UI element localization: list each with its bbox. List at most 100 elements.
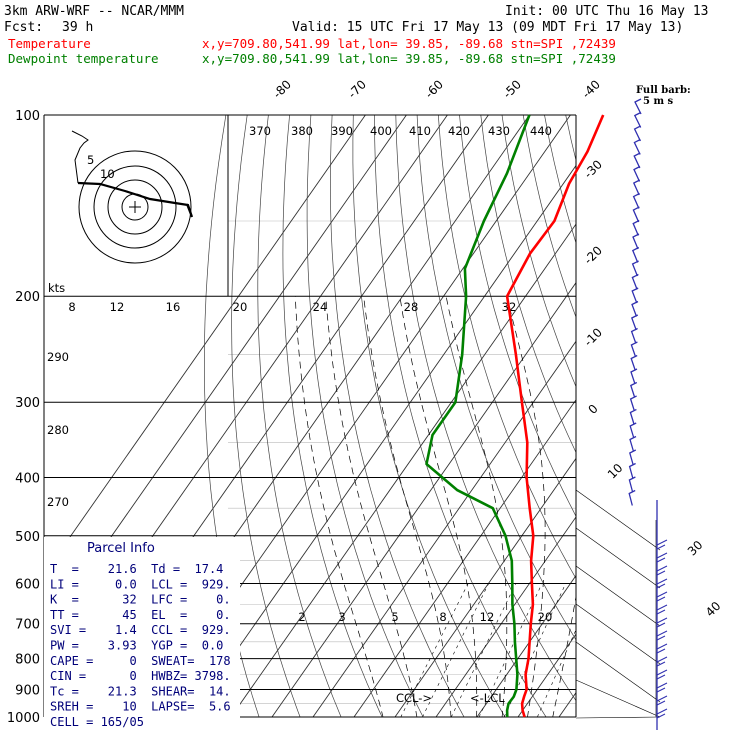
wind-barb: [656, 669, 668, 680]
parcel-info-row: K = 32 LFC = 0.: [50, 593, 231, 607]
wind-barb: [633, 165, 641, 182]
isotherm-label: -80: [270, 77, 294, 101]
wind-barb: [632, 219, 640, 236]
wind-barb: [656, 682, 668, 693]
wind-barb: [631, 260, 639, 277]
wind-barb: [656, 695, 668, 706]
wind-barb: [631, 287, 639, 304]
forecast-hours: 39 h: [62, 20, 93, 35]
wind-barb: [656, 708, 668, 719]
mixing-ratio-label: 5: [391, 610, 398, 624]
parcel-info-row: TT = 45 EL = 0.: [50, 608, 231, 622]
isotherm-label: 30: [685, 538, 706, 559]
hodograph-speed-label: 12: [110, 300, 125, 314]
hodograph-speed-label: 16: [166, 300, 181, 314]
pressure-label-1000: 1000: [7, 711, 40, 726]
wind-barb: [630, 314, 639, 331]
isotherm-label: 10: [605, 461, 626, 482]
wind-barb: [656, 578, 668, 589]
mixing-ratio-label: 3: [338, 610, 345, 624]
theta-label: 390: [331, 124, 353, 138]
isotherm-label: -70: [345, 77, 369, 101]
wind-barb: [630, 354, 638, 371]
wind-barb: [631, 246, 640, 263]
height-label: 290: [47, 350, 69, 364]
parcel-info-title: Parcel Info: [87, 541, 155, 556]
wind-barb: [632, 233, 640, 250]
pressure-label-600: 600: [15, 577, 40, 592]
isotherm-label: -30: [581, 157, 605, 181]
theta-label: 420: [448, 124, 470, 138]
isotherm-label: 0: [586, 402, 601, 417]
wind-legend-value: 5 m s: [643, 96, 674, 107]
init-time: Init: 00 UTC Thu 16 May 13: [505, 4, 709, 19]
wind-legend-label: Full barb:: [636, 85, 691, 96]
isotherm-label: 40: [703, 599, 724, 620]
wind-barb: [630, 327, 638, 344]
hodograph-speed-label: 28: [404, 300, 419, 314]
temperature-legend: Temperature: [8, 36, 91, 51]
pressure-label-900: 900: [15, 683, 40, 698]
wind-barb: [628, 489, 636, 506]
wind-barb: [656, 643, 668, 654]
ccl-label: CCL->: [396, 691, 432, 705]
isotherm-label: -60: [422, 77, 446, 101]
pressure-label-200: 200: [15, 290, 40, 305]
height-label: 270: [47, 495, 69, 509]
wind-barb: [629, 449, 637, 466]
wind-barb: [633, 138, 641, 155]
hodograph-ring: [78, 150, 192, 264]
isotherm-label: -20: [581, 243, 605, 267]
theta-label: 410: [409, 124, 431, 138]
dewpoint-profile: [425, 114, 531, 718]
wind-barb: [632, 192, 640, 209]
wind-barb: [656, 565, 668, 576]
lcl-label: <-LCL: [470, 691, 505, 705]
mixing-ratio-label: 2: [298, 610, 305, 624]
wind-barb: [656, 604, 668, 615]
wind-barb: [629, 395, 637, 412]
height-label: 280: [47, 423, 69, 437]
hodograph-ring: [107, 179, 163, 235]
wind-barb: [656, 656, 668, 667]
dewpoint-location: x,y=709.80,541.99 lat,lon= 39.85, -89.68…: [202, 51, 616, 66]
pressure-label-100: 100: [15, 109, 40, 124]
forecast-label: Fcst:: [4, 20, 43, 35]
mixing-ratio-label: 12: [480, 610, 495, 624]
wind-barb: [656, 552, 668, 563]
parcel-info-row: LI = 0.0 LCL = 929.: [50, 577, 231, 591]
temperature-location: x,y=709.80,541.99 lat,lon= 39.85, -89.68…: [202, 36, 616, 51]
wind-barb: [633, 125, 641, 142]
wind-barb: [628, 476, 636, 493]
pressure-label-800: 800: [15, 653, 40, 668]
parcel-info-row: CIN = 0 HWBZ= 3798.: [50, 669, 231, 683]
wind-barb: [628, 462, 636, 479]
pressure-label-700: 700: [15, 618, 40, 633]
mixing-ratio-label: 8: [439, 610, 446, 624]
wind-barb: [629, 435, 637, 452]
hodograph-speed-label: 8: [68, 300, 75, 314]
wind-barb: [656, 591, 668, 602]
mixing-ratio-label: 20: [538, 610, 553, 624]
wind-barb: [631, 273, 639, 290]
parcel-info-box: Parcel Info T = 21.6 Td = 17.4LI = 0.0 L…: [44, 537, 240, 729]
wind-barb: [656, 539, 668, 550]
hodograph-trace: [77, 181, 194, 218]
hodograph-ring: [93, 165, 177, 249]
isotherm-label: -40: [579, 77, 603, 101]
dewpoint-legend: Dewpoint temperature: [8, 51, 159, 66]
theta-label: 400: [370, 124, 392, 138]
parcel-info-row: Tc = 21.3 SHEAR= 14.: [50, 684, 231, 698]
wind-barb: [630, 381, 638, 398]
model-title: 3km ARW-WRF -- NCAR/MMM: [4, 4, 184, 19]
pressure-label-400: 400: [15, 471, 40, 486]
parcel-info-row: T = 21.6 Td = 17.4: [50, 562, 223, 576]
isotherm-label: -10: [581, 325, 605, 349]
theta-label: 440: [530, 124, 552, 138]
wind-barb: [633, 111, 642, 128]
wind-barb: [656, 630, 668, 641]
wind-barb: [630, 368, 638, 385]
hodograph-speed-label: 24: [313, 300, 328, 314]
wind-barb: [633, 152, 641, 169]
